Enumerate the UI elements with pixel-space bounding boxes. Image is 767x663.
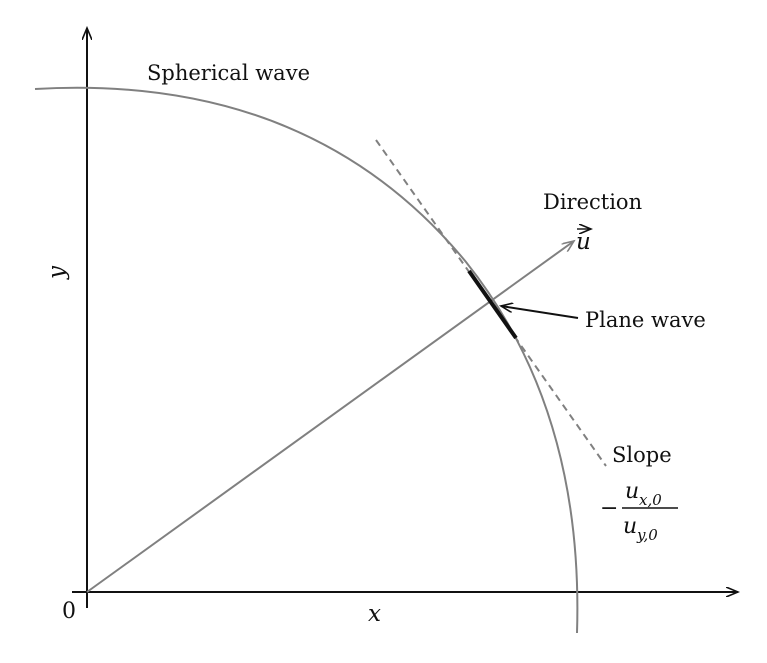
plane-wave-segment xyxy=(467,269,518,340)
numerator-subscript: x,0 xyxy=(639,491,662,509)
slope-denominator: u y,0 xyxy=(623,514,658,544)
denominator-subscript: y,0 xyxy=(636,526,658,544)
y-axis-label: y xyxy=(44,265,70,280)
denominator-symbol: u xyxy=(623,514,637,539)
x-axis-label: x xyxy=(368,601,381,627)
tangent-dashed-line xyxy=(375,139,607,467)
direction-label: Direction xyxy=(543,190,642,214)
origin-label: 0 xyxy=(62,599,76,624)
slope-label: Slope xyxy=(612,443,672,467)
direction-vector xyxy=(86,241,574,593)
spherical-wave-label: Spherical wave xyxy=(147,61,310,85)
direction-vector-label: u xyxy=(576,229,591,255)
plane-wave-label: Plane wave xyxy=(585,308,706,332)
numerator-symbol: u xyxy=(625,479,639,504)
spherical-wave-arc xyxy=(34,86,579,634)
slope-numerator: u x,0 xyxy=(625,479,662,509)
slope-minus-sign: − xyxy=(600,496,618,521)
plane-wave-pointer-arrow xyxy=(501,306,579,319)
